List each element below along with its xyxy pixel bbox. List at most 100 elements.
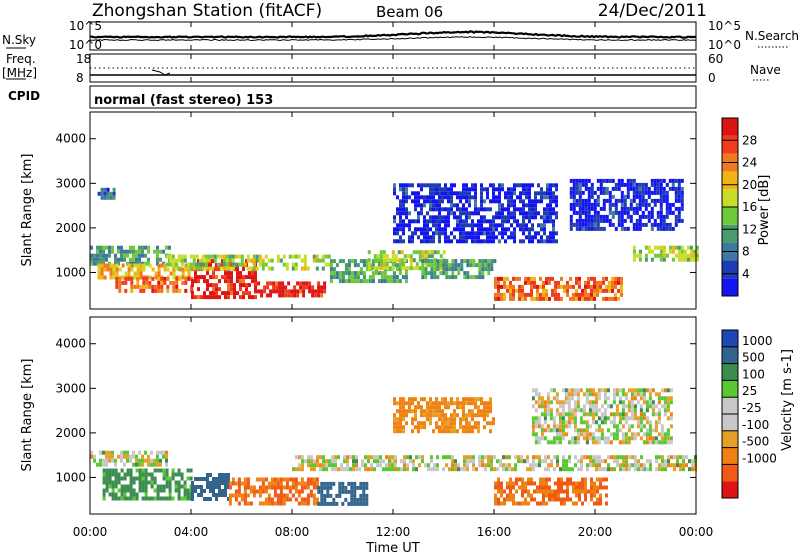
heatmap-cell bbox=[408, 239, 411, 244]
heatmap-cell bbox=[186, 496, 190, 501]
heatmap-cell bbox=[133, 271, 137, 276]
heatmap-cell bbox=[380, 271, 384, 276]
heatmap-cell bbox=[546, 400, 550, 405]
heatmap-cell bbox=[249, 266, 253, 271]
heatmap-cell bbox=[198, 258, 202, 263]
heatmap-cell bbox=[663, 408, 667, 413]
heatmap-cell bbox=[577, 467, 580, 472]
heatmap-cell bbox=[630, 404, 634, 409]
heatmap-cell bbox=[447, 187, 450, 192]
heatmap-cell bbox=[177, 266, 181, 271]
heatmap-cell bbox=[494, 493, 497, 498]
heatmap-cell bbox=[139, 284, 143, 289]
heatmap-cell bbox=[165, 472, 169, 477]
y-tick-label: 1000 bbox=[55, 470, 86, 484]
heatmap-cell bbox=[503, 489, 506, 494]
heatmap-cell bbox=[578, 182, 582, 187]
heatmap-cell bbox=[465, 413, 468, 418]
heatmap-cell bbox=[414, 413, 417, 418]
heatmap-cell bbox=[463, 271, 467, 276]
heatmap-cell bbox=[569, 477, 572, 482]
heatmap-cell bbox=[294, 497, 298, 502]
heatmap-cell bbox=[516, 207, 519, 212]
heatmap-cell bbox=[599, 280, 602, 285]
heatmap-cell bbox=[602, 206, 606, 211]
heatmap-cell bbox=[438, 207, 441, 212]
heatmap-cell bbox=[197, 485, 200, 489]
heatmap-cell bbox=[415, 250, 419, 255]
heatmap-cell bbox=[165, 496, 169, 501]
heatmap-cell bbox=[686, 257, 690, 262]
heatmap-cell bbox=[147, 261, 150, 266]
heatmap-cell bbox=[447, 207, 450, 212]
heatmap-cell bbox=[647, 194, 651, 199]
heatmap-cell bbox=[183, 480, 187, 485]
heatmap-cell bbox=[676, 459, 679, 464]
heatmap-cell bbox=[648, 404, 652, 409]
heatmap-cell bbox=[666, 432, 670, 437]
heatmap-cell bbox=[599, 214, 603, 219]
heatmap-cell bbox=[132, 462, 135, 467]
heatmap-cell bbox=[522, 191, 525, 196]
heatmap-cell bbox=[650, 222, 654, 227]
heatmap-cell bbox=[611, 186, 615, 191]
heatmap-cell bbox=[177, 258, 181, 263]
heatmap-cell bbox=[361, 463, 364, 468]
heatmap-cell bbox=[123, 488, 127, 493]
heatmap-cell bbox=[162, 468, 166, 473]
heatmap-cell bbox=[543, 231, 546, 236]
heatmap-cell bbox=[584, 186, 588, 191]
heatmap-cell bbox=[409, 266, 413, 271]
heatmap-cell bbox=[218, 295, 221, 300]
heatmap-cell bbox=[573, 416, 577, 421]
heatmap-cell bbox=[612, 388, 616, 393]
heatmap-cell bbox=[197, 493, 200, 497]
heatmap-cell bbox=[359, 493, 363, 498]
heatmap-cell bbox=[258, 489, 262, 494]
heatmap-cell bbox=[108, 454, 111, 459]
heatmap-cell bbox=[331, 463, 334, 468]
heatmap-cell bbox=[552, 420, 556, 425]
heatmap-cell bbox=[420, 211, 423, 216]
heatmap-cell bbox=[359, 267, 363, 272]
heatmap-cell bbox=[285, 493, 289, 498]
heatmap-cell bbox=[570, 440, 574, 445]
heatmap-cell bbox=[275, 289, 279, 294]
heatmap-cell bbox=[184, 288, 188, 293]
heatmap-cell bbox=[411, 421, 414, 426]
heatmap-cell bbox=[512, 497, 515, 502]
heatmap-cell bbox=[517, 455, 520, 460]
heatmap-cell bbox=[659, 214, 663, 219]
heatmap-cell bbox=[465, 191, 468, 196]
heatmap-cell bbox=[534, 436, 538, 441]
heatmap-cell bbox=[276, 481, 280, 486]
heatmap-cell bbox=[197, 259, 200, 264]
heatmap-cell bbox=[632, 226, 636, 231]
heatmap-cell bbox=[617, 276, 620, 281]
heatmap-cell bbox=[599, 226, 603, 231]
heatmap-cell bbox=[587, 210, 591, 215]
heatmap-cell bbox=[432, 413, 435, 418]
heatmap-cell bbox=[507, 195, 510, 200]
heatmap-cell bbox=[663, 440, 667, 445]
heatmap-cell bbox=[224, 295, 227, 300]
heatmap-cell bbox=[279, 497, 283, 502]
heatmap-cell bbox=[679, 467, 682, 472]
heatmap-cell bbox=[637, 467, 640, 472]
colorbar-swatch bbox=[722, 464, 738, 482]
heatmap-cell bbox=[145, 280, 149, 285]
heatmap-cell bbox=[621, 408, 625, 413]
heatmap-cell bbox=[585, 412, 589, 417]
heatmap-cell bbox=[144, 484, 148, 489]
heatmap-cell bbox=[554, 489, 557, 494]
heatmap-cell bbox=[420, 425, 423, 430]
heatmap-cell bbox=[552, 436, 556, 441]
heatmap-cell bbox=[417, 203, 420, 208]
heatmap-cell bbox=[474, 187, 477, 192]
heatmap-cell bbox=[311, 293, 315, 298]
heatmap-cell bbox=[317, 289, 321, 294]
heatmap-cell bbox=[276, 497, 280, 502]
heatmap-cell bbox=[432, 235, 435, 240]
heatmap-cell bbox=[190, 288, 194, 293]
heatmap-cell bbox=[404, 271, 408, 276]
